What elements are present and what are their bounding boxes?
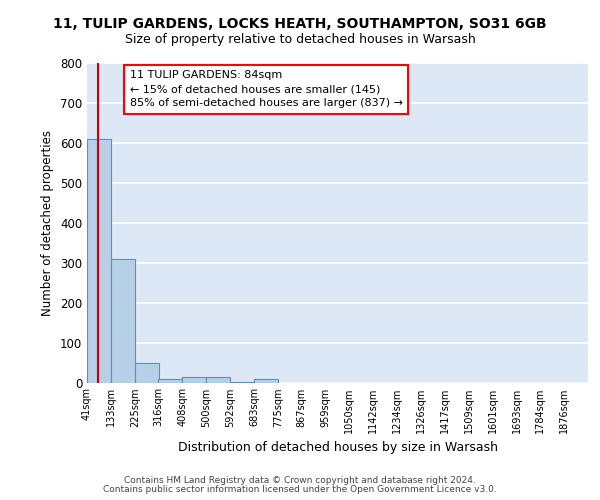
Text: Contains HM Land Registry data © Crown copyright and database right 2024.: Contains HM Land Registry data © Crown c… — [124, 476, 476, 485]
Text: 11, TULIP GARDENS, LOCKS HEATH, SOUTHAMPTON, SO31 6GB: 11, TULIP GARDENS, LOCKS HEATH, SOUTHAMP… — [53, 18, 547, 32]
Text: 11 TULIP GARDENS: 84sqm
← 15% of detached houses are smaller (145)
85% of semi-d: 11 TULIP GARDENS: 84sqm ← 15% of detache… — [130, 70, 403, 108]
Bar — [182, 378, 206, 382]
Bar — [111, 258, 135, 382]
Text: Size of property relative to detached houses in Warsash: Size of property relative to detached ho… — [125, 32, 475, 46]
Bar — [158, 378, 182, 382]
X-axis label: Distribution of detached houses by size in Warsash: Distribution of detached houses by size … — [178, 441, 497, 454]
Bar — [254, 380, 278, 382]
Bar — [87, 140, 111, 382]
Bar — [135, 362, 159, 382]
Bar — [206, 378, 230, 382]
Y-axis label: Number of detached properties: Number of detached properties — [41, 130, 55, 316]
Text: Contains public sector information licensed under the Open Government Licence v3: Contains public sector information licen… — [103, 485, 497, 494]
